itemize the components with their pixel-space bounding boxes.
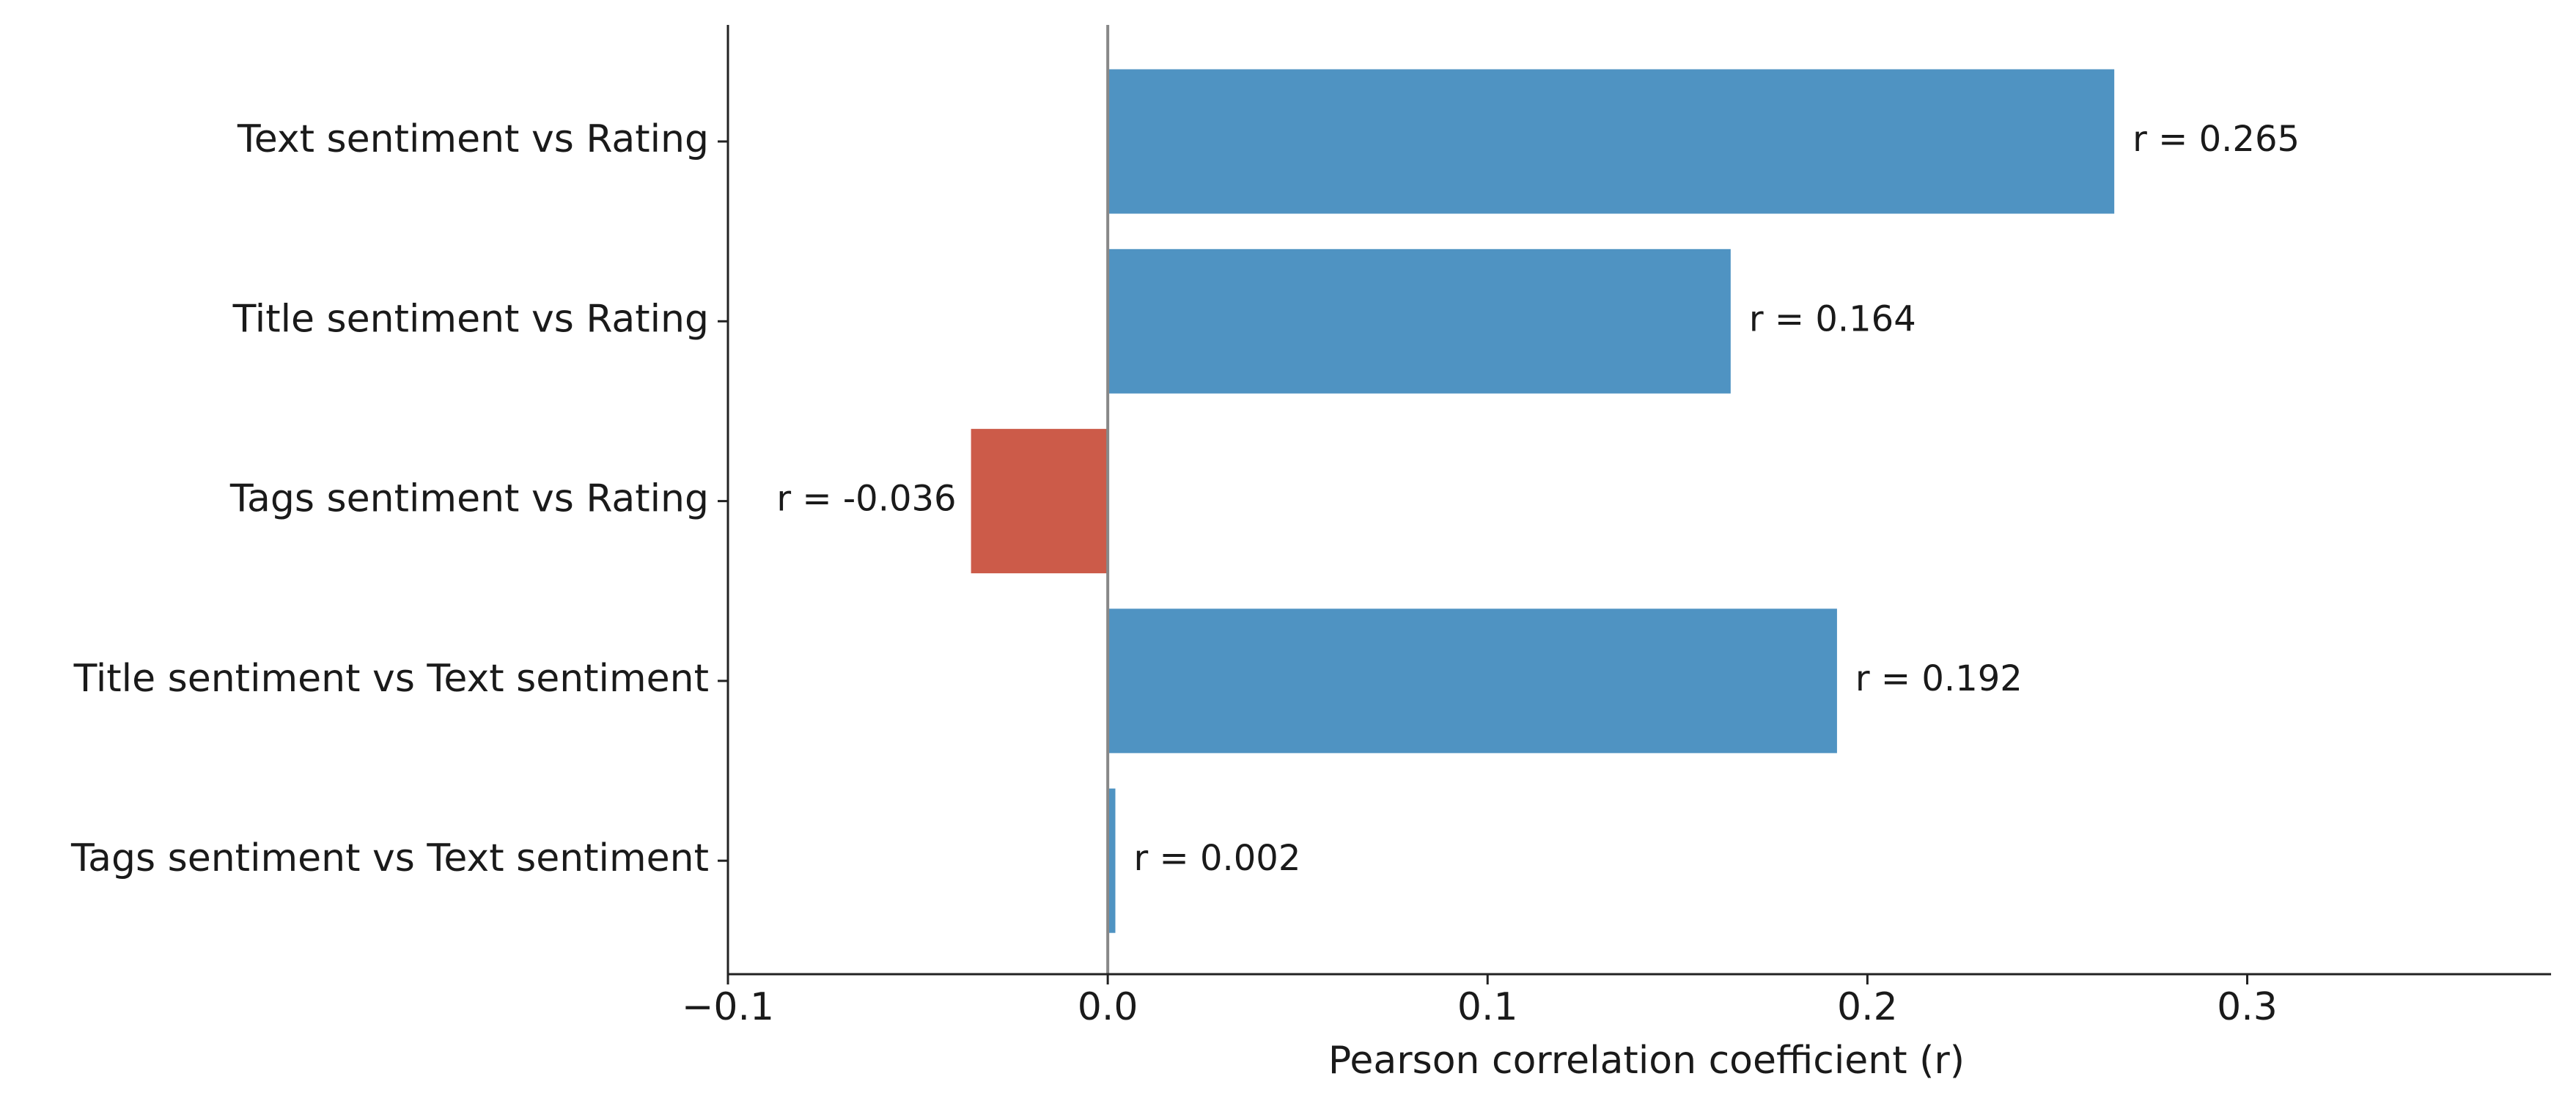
- y-tick-label: Title sentiment vs Text sentiment: [73, 657, 709, 701]
- value-label: r = 0.164: [1749, 298, 1916, 339]
- y-tick-label: Tags sentiment vs Text sentiment: [70, 836, 709, 880]
- value-label: r = 0.002: [1133, 838, 1300, 879]
- bar: [1108, 608, 1837, 754]
- bar: [971, 429, 1108, 574]
- x-tick-label: 0.2: [1837, 985, 1898, 1029]
- bar: [1108, 69, 2115, 214]
- value-label: r = -0.036: [776, 479, 956, 520]
- bar: [1108, 788, 1116, 933]
- value-label: r = 0.265: [2132, 119, 2300, 160]
- x-axis-label: Pearson correlation coefficient (r): [1328, 1039, 1965, 1083]
- y-tick-label: Title sentiment vs Rating: [232, 297, 709, 341]
- y-tick-label: Text sentiment vs Rating: [237, 117, 709, 161]
- x-tick-label: 0.3: [2217, 985, 2278, 1029]
- x-tick-label: 0.1: [1457, 985, 1518, 1029]
- x-tick-label: −0.1: [682, 985, 774, 1029]
- x-tick-label: 0.0: [1078, 985, 1138, 1029]
- value-label: r = 0.192: [1855, 658, 2023, 699]
- bar: [1108, 248, 1731, 394]
- y-tick-label: Tags sentiment vs Rating: [229, 477, 709, 521]
